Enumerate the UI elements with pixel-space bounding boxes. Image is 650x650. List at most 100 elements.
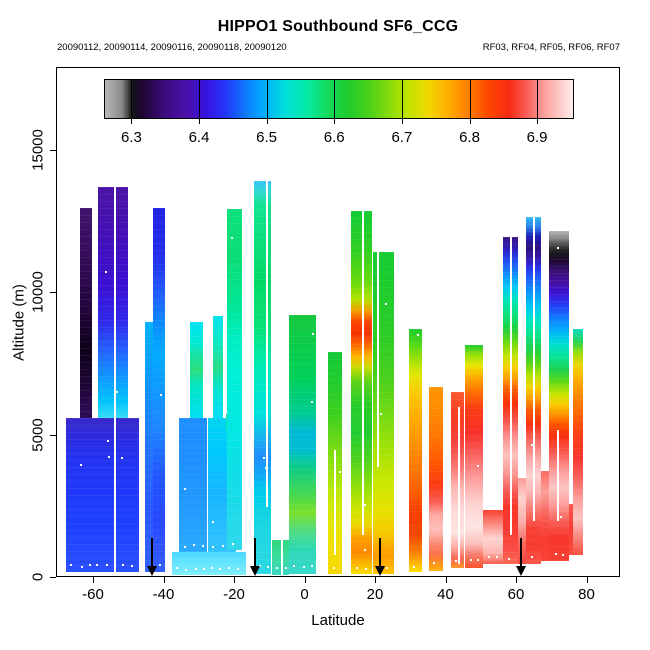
arrow-marker-head [374,566,385,576]
sample-point-marker [193,543,196,546]
y-axis-tick [50,434,56,436]
sample-point-marker [80,464,82,467]
profile-strip [66,418,139,573]
profile-strip [172,552,246,576]
sample-point-marker [212,546,215,548]
subtitle-flight-ids: RF03, RF04, RF05, RF06, RF07 [482,42,620,53]
sample-point-marker [556,246,559,249]
profile-strip [288,315,317,574]
x-axis-tick [516,577,517,583]
sample-point-marker [364,549,367,552]
x-axis-tick [234,577,235,583]
sample-point-marker [121,564,124,567]
sample-point-marker [107,440,110,443]
colorbar [104,78,575,119]
profile-strip [408,328,423,573]
sample-point-marker [386,567,389,570]
sample-point-marker [477,559,480,562]
sample-point-marker [194,568,197,571]
sample-point-marker [219,567,222,570]
sample-point-marker [559,516,562,519]
sample-point-marker [211,521,214,524]
profile-strip [541,471,549,561]
strip-divider [114,187,117,573]
sample-point-marker [158,564,161,566]
profile-strip [227,209,243,550]
colorbar-tick [469,78,471,124]
strip-divider [266,180,269,507]
y-axis-tick-label: 15000 [29,128,47,171]
sample-point-marker [311,333,314,336]
x-axis-tick [445,577,447,583]
colorbar-tick-label: 6.3 [120,128,142,146]
sample-point-marker [311,400,314,403]
sample-point-marker [228,566,231,569]
sample-point-marker [96,564,99,567]
x-axis-tick [163,577,165,583]
sample-point-marker [311,564,313,567]
arrow-marker [519,538,522,568]
profile-strip [548,230,569,561]
y-axis-tick [50,577,56,578]
sample-point-marker [531,556,533,559]
x-axis-tick [93,577,94,583]
sample-point-marker [185,568,188,571]
y-axis-tick [50,149,56,151]
sample-point-marker [211,566,214,569]
profile-strip [190,321,204,419]
sample-point-marker [115,390,118,393]
colorbar-tick [199,78,200,124]
profile-strip [517,478,526,564]
x-axis-tick [375,577,376,583]
colorbar-tick [537,78,539,124]
sample-point-marker [237,567,240,570]
sample-point-marker [183,545,186,548]
sample-point-marker [385,303,387,306]
profile-strip [568,503,573,556]
profile-strip [80,207,93,419]
sample-point-marker [159,394,162,397]
x-axis-tick-label: -40 [152,586,175,603]
x-axis-tick-label: 60 [507,586,525,603]
profile-strips-layer [57,68,619,576]
x-axis-tick-label: -60 [82,586,104,603]
strip-divider [510,237,512,536]
sample-point-marker [476,464,479,467]
profile-strip [450,391,464,568]
sample-point-marker [531,443,534,446]
colorbar-tick [401,78,403,124]
colorbar-tick-label: 6.7 [391,128,413,146]
profile-strip [272,539,289,576]
sample-point-marker [292,565,295,568]
y-axis-tick [50,292,56,294]
strip-divider [280,539,283,576]
sample-point-marker [470,559,473,562]
sample-point-marker [176,566,179,569]
strip-divider [376,252,379,467]
sample-point-marker [487,556,490,559]
sample-point-marker [507,557,510,560]
sample-point-marker [364,503,367,506]
plot-area: 6.3 6.4 6.5 6.6 6.7 6.8 6.9 [56,67,620,577]
sample-point-marker [131,564,134,567]
y-axis-label: Altitude (m) [10,284,28,361]
sample-point-marker [88,564,91,567]
arrow-marker-head [250,566,261,576]
x-axis-tick [304,577,306,583]
x-axis-tick-label: 40 [437,586,454,603]
profile-strip [428,386,443,571]
sample-point-marker [413,565,416,568]
sample-point-marker [231,542,234,545]
arrow-marker [254,538,257,568]
sample-point-marker [454,560,457,562]
colorbar-tick-label: 6.8 [459,128,480,146]
y-axis-tick-label: 10000 [29,271,47,313]
colorbar-tick [266,78,268,124]
subtitle-flight-dates: 20090112, 20090114, 20090116, 20090118, … [57,42,287,53]
profile-strip [153,207,166,573]
colorbar-tick [131,78,133,124]
arrow-marker-head [515,566,526,576]
sample-point-marker [339,470,342,473]
sample-point-marker [221,544,224,547]
sample-point-marker [496,556,499,559]
